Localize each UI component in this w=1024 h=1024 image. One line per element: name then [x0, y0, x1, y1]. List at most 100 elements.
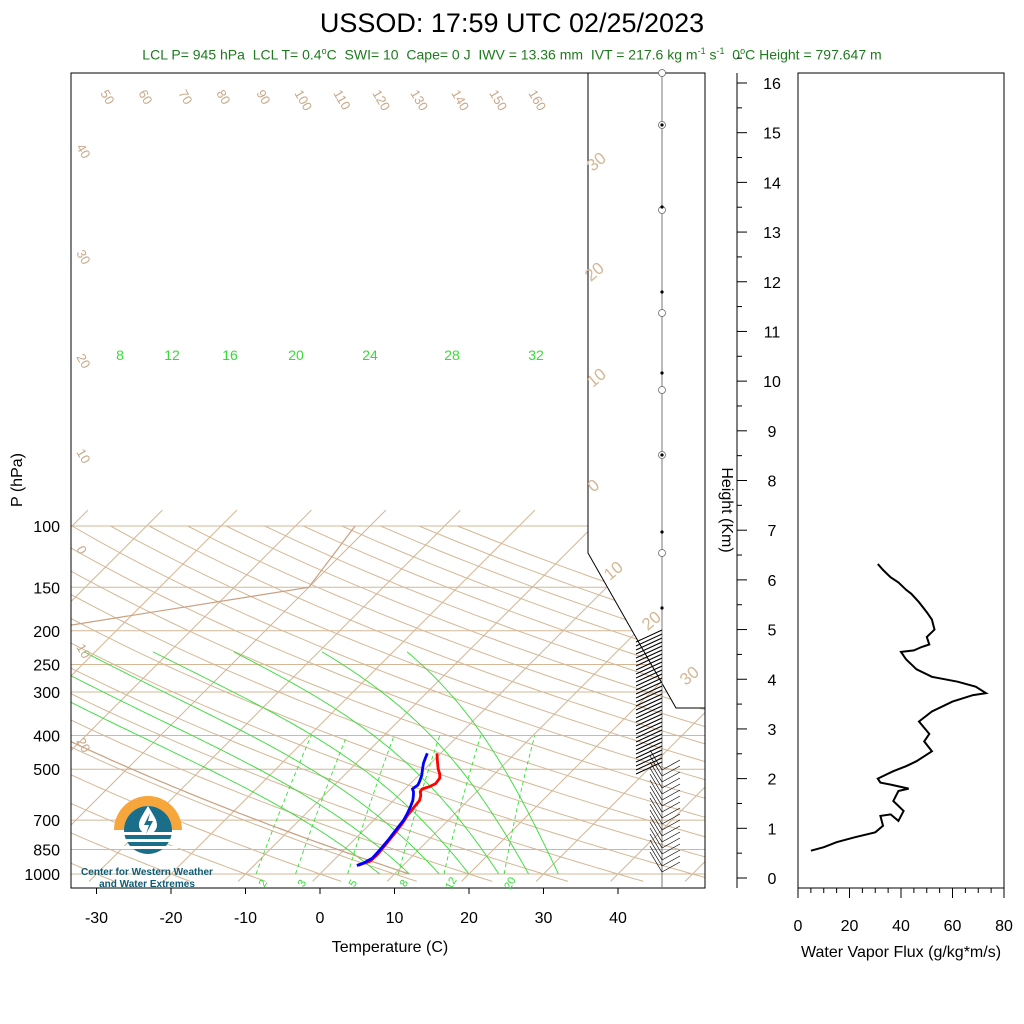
dry-adiabat-line: [418, 525, 705, 632]
wind-barb: [635, 737, 663, 751]
wind-barb: [635, 757, 663, 771]
wind-barb: [635, 665, 663, 679]
logo-text-line1: Center for Western Weather: [81, 867, 213, 878]
wind-barb: [661, 813, 681, 825]
wind-barb: [635, 653, 663, 667]
wind-barb: [635, 693, 663, 707]
moist-adiabat-label: 12: [164, 347, 180, 363]
wind-barb: [661, 843, 681, 855]
wind-barb: [649, 779, 663, 801]
wind-barb: [635, 705, 663, 719]
dry-adiabat-label: 50: [97, 87, 117, 107]
wind-barb: [649, 797, 663, 819]
temperature-axis-label: Temperature (C): [332, 939, 448, 956]
wind-dot: [660, 371, 664, 375]
flux-profile-line: [810, 563, 989, 852]
reference-parcel-line: [71, 525, 410, 875]
logo-wave-3: [118, 846, 178, 849]
wind-barb: [661, 759, 681, 771]
temperature-tick-label: 0: [316, 910, 325, 927]
dry-adiabat-line: [225, 525, 705, 711]
isotherm-line: [610, 786, 705, 882]
dry-adiabat-label: 110: [330, 87, 353, 112]
dry-adiabat-line: [71, 719, 493, 882]
plot-right-mask: [588, 73, 705, 708]
dry-adiabat-label: 150: [486, 87, 510, 113]
wind-barb: [635, 717, 663, 731]
pressure-tick-label: 250: [33, 657, 60, 674]
logo-text: Center for Western Weather and Water Extr…: [62, 867, 232, 891]
temperature-tick-label: 20: [460, 910, 478, 927]
wind-barb: [635, 633, 663, 647]
pressure-tick-label: 400: [33, 729, 60, 746]
wind-barb: [661, 771, 681, 783]
wind-barb: [649, 755, 663, 777]
dry-adiabat-line: [110, 525, 705, 763]
wind-barb: [635, 713, 663, 727]
dry-adiabat-line: [71, 746, 417, 882]
wind-barb: [635, 685, 663, 699]
isotherm-line: [535, 711, 705, 882]
isotherm-line: [0, 510, 13, 881]
height-tick-label: 6: [768, 573, 777, 590]
wind-barb: [661, 849, 681, 861]
moist-adiabat-line: [233, 651, 500, 875]
temperature-tick-label: -10: [234, 910, 257, 927]
dry-adiabat-line: [187, 525, 705, 728]
dry-adiabat-label: 0: [73, 543, 90, 557]
logo-text-line2: and Water Extremes: [99, 879, 195, 890]
isotherm-line: [163, 509, 536, 882]
wind-barb: [635, 733, 663, 747]
wind-barb: [635, 649, 663, 663]
logo-sun-arc: [114, 796, 182, 830]
dry-adiabat-label: 160: [525, 87, 549, 113]
wind-barb: [635, 729, 663, 743]
dry-adiabat-line: [148, 525, 705, 745]
dry-adiabat-line: [71, 802, 266, 882]
temperature-tick-label: -20: [159, 910, 182, 927]
wind-barb: [649, 749, 663, 771]
wind-dot: [660, 205, 664, 209]
subtitle-iwv: IWV = 13.36 mm: [478, 46, 584, 63]
mixing-ratio-label: 5: [347, 878, 360, 889]
height-tick-label: 4: [768, 672, 777, 689]
temperature-tick-label: 40: [609, 910, 627, 927]
logo-bolt-icon: [144, 813, 153, 834]
wind-barb: [635, 701, 663, 715]
wind-barb: [649, 791, 663, 813]
wind-barb: [635, 761, 663, 775]
dry-adiabat-line: [71, 593, 705, 838]
mixing-ratio-line: [443, 735, 482, 875]
mixing-ratio-label: 3: [296, 878, 309, 889]
skewt-grid: [0, 509, 705, 882]
isotherm-line: [237, 509, 610, 882]
wind-barb: [635, 725, 663, 739]
moist-adiabat-label: 8: [116, 347, 124, 363]
mixing-ratio-line: [347, 735, 395, 875]
temperature-tick-label: 10: [386, 910, 404, 927]
wind-barb: [635, 657, 663, 671]
subtitle-zero-degree: o: [740, 46, 746, 56]
isotherm-line: [71, 509, 163, 603]
height-tick-label: 1: [768, 821, 777, 838]
dry-adiabat-label: 60: [135, 87, 155, 107]
wind-barb: [661, 795, 681, 807]
dry-adiabat-line: [71, 774, 342, 882]
moist-adiabat-line: [321, 651, 530, 875]
dry-adiabat-label: 140: [448, 87, 472, 113]
wind-barb: [635, 745, 663, 759]
isotherm-line: [71, 509, 312, 752]
flux-tick-label: 60: [944, 918, 962, 935]
height-tick-label: 3: [768, 722, 777, 739]
height-tick-label: 14: [763, 175, 781, 192]
mixing-ratio-label: 12: [443, 875, 460, 892]
dry-adiabat-line: [264, 525, 705, 694]
dry-adiabat-label: 20: [73, 351, 93, 371]
wind-barb: [649, 767, 663, 789]
dry-adiabat-label: 30: [73, 247, 93, 267]
wind-barb: [661, 789, 681, 801]
height-tick-label: 13: [763, 225, 781, 242]
height-tick-label: 12: [763, 275, 781, 292]
wind-barb: [649, 815, 663, 837]
